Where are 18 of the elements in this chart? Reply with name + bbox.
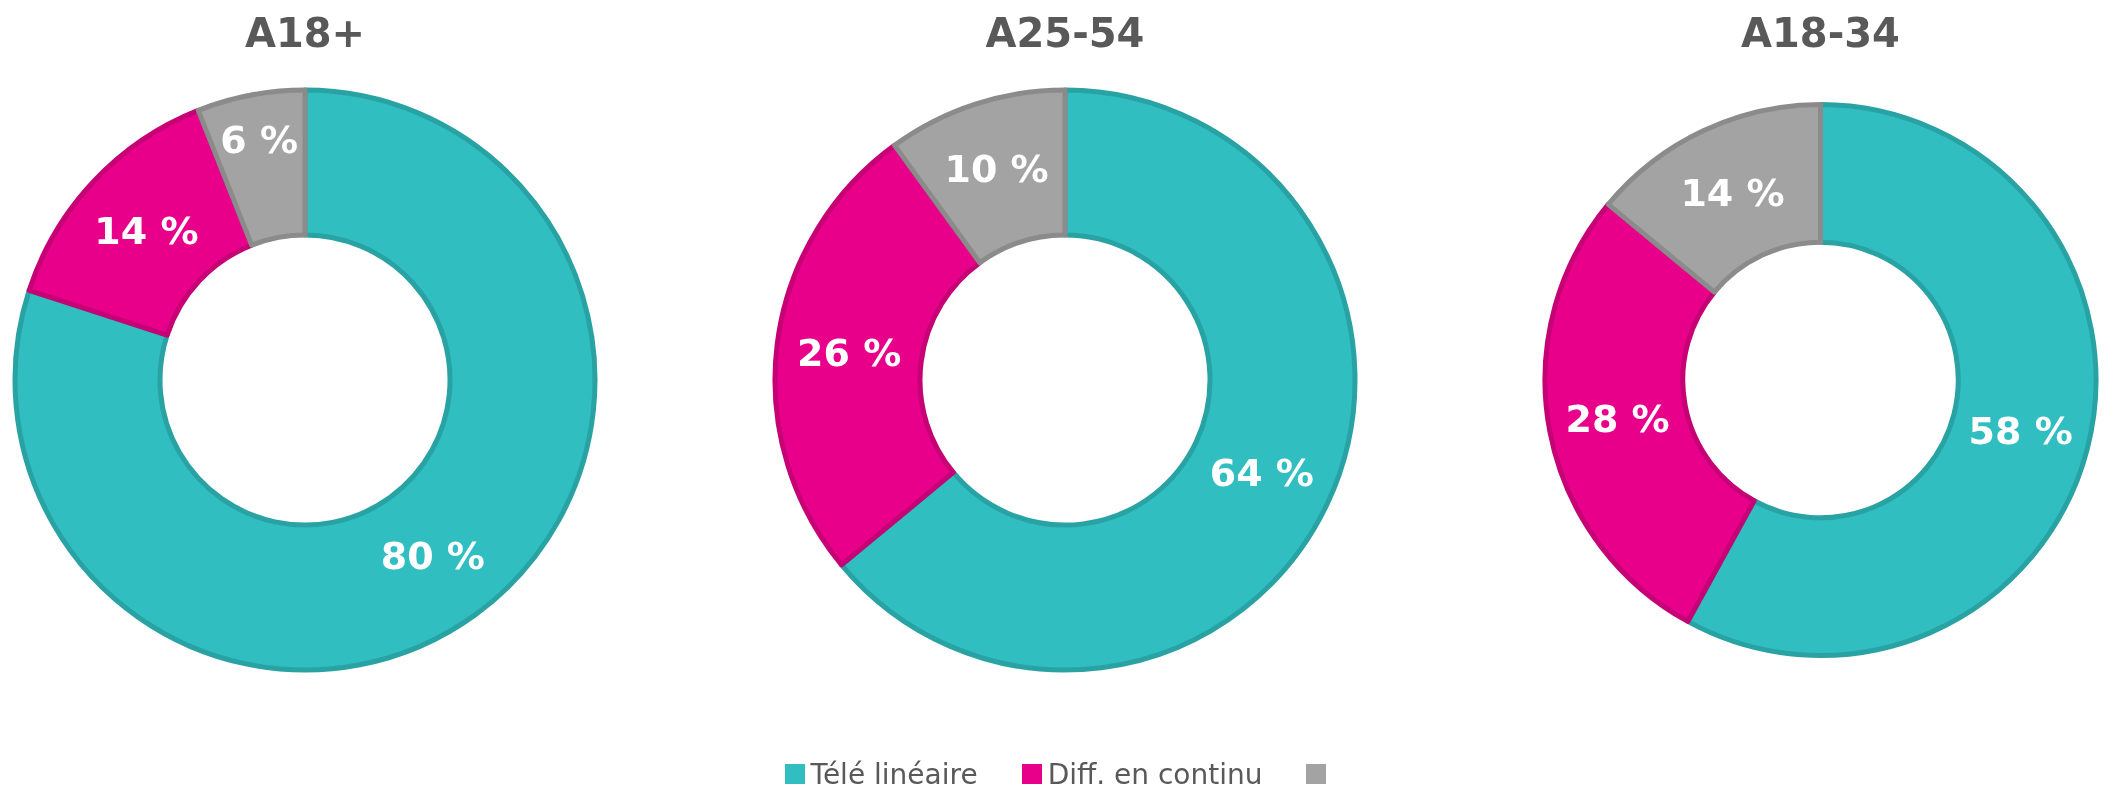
data-label: 10 %	[944, 147, 1049, 192]
data-label: 64 %	[1209, 450, 1314, 495]
data-label: 14 %	[1680, 171, 1785, 216]
data-label: 28 %	[1565, 396, 1670, 441]
data-label: 26 %	[797, 330, 902, 375]
donut-slice	[1605, 102, 1823, 295]
data-label: 6 %	[220, 118, 299, 163]
chart-title: A18+	[244, 10, 366, 57]
donut-slice	[12, 87, 598, 673]
data-label: 80 %	[380, 533, 485, 578]
legend-label: Télé linéaire	[810, 757, 978, 791]
chart-title: A18-34	[1741, 10, 1900, 57]
donut-slice	[892, 87, 1068, 266]
donut-slice	[1685, 102, 2098, 658]
data-label: 58 %	[1968, 409, 2073, 454]
chart-title: A25-54	[985, 10, 1145, 57]
data-label: 14 %	[94, 209, 199, 254]
legend-label: Diff. en continu	[1047, 757, 1263, 791]
